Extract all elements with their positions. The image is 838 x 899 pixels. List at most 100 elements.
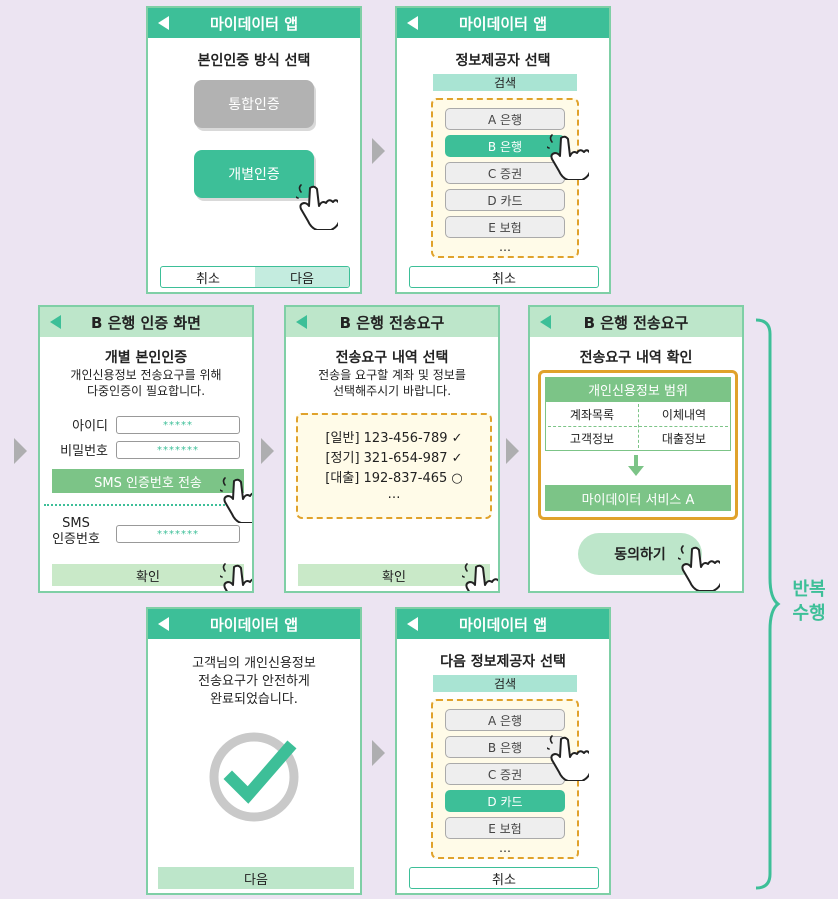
flow-arrow-icon <box>14 438 27 464</box>
complete-message-line: 완료되었습니다. <box>210 692 298 707</box>
pointing-hand-icon <box>547 735 589 781</box>
account-row-checked[interactable]: [일반] 123-456-789 ✓ <box>325 431 463 446</box>
repeat-label-line: 수행 <box>792 603 826 624</box>
screen-next-provider: 마이데이터 앱 다음 정보제공자 선택 검색 A 은행 B 은행 C 증권 D … <box>395 607 611 895</box>
complete-message-line: 전송요구가 안전하게 <box>198 674 310 689</box>
description-line: 선택해주시기 바랍니다. <box>332 384 452 398</box>
password-field[interactable]: ******* <box>116 441 240 459</box>
screen-title: 전송요구 내역 확인 <box>579 350 693 366</box>
description-line: 개인신용정보 전송요구를 위해 <box>70 368 222 382</box>
search-input[interactable]: 검색 <box>433 74 577 91</box>
agree-button[interactable]: 동의하기 <box>578 533 702 575</box>
scope-title: 개인신용정보 범위 <box>545 377 731 401</box>
individual-auth-button[interactable]: 개별인증 <box>194 150 314 198</box>
account-row-unchecked[interactable]: [대출] 192-837-465 ○ <box>325 471 463 486</box>
header-title: B 은행 전송요구 <box>339 313 445 332</box>
header-title: 마이데이터 앱 <box>458 14 548 33</box>
more-indicator: … <box>387 487 401 502</box>
bank-header: B 은행 전송요구 <box>530 307 742 337</box>
individual-auth-label: 개별인증 <box>228 167 280 183</box>
app-header: 마이데이터 앱 <box>148 8 360 38</box>
more-indicator: … <box>499 841 511 855</box>
scope-grid: 계좌목록 이체내역 고객정보 대출정보 <box>545 401 731 451</box>
bank-header: B 은행 전송요구 <box>286 307 498 337</box>
back-icon[interactable] <box>158 617 169 631</box>
provider-item[interactable]: A 은행 <box>445 108 565 130</box>
screen-complete: 마이데이터 앱 고객님의 개인신용정보 전송요구가 안전하게 완료되었습니다. … <box>146 607 362 895</box>
bottom-button-group: 취소 다음 <box>160 266 350 288</box>
scope-cell: 계좌목록 <box>569 407 615 422</box>
provider-item[interactable]: C 증권 <box>445 162 565 184</box>
app-header: 마이데이터 앱 <box>397 609 609 639</box>
screen-auth-method: 마이데이터 앱 본인인증 방식 선택 통합인증 개별인증 취소 다음 <box>146 6 362 294</box>
back-icon[interactable] <box>407 16 418 30</box>
account-row-checked[interactable]: [정기] 321-654-987 ✓ <box>325 451 463 466</box>
scope-cell: 대출정보 <box>661 431 707 446</box>
confirm-button[interactable]: 확인 <box>298 564 490 586</box>
down-arrow-head-icon <box>628 466 644 476</box>
cancel-button[interactable]: 취소 <box>409 867 599 889</box>
bank-header: B 은행 인증 화면 <box>40 307 252 337</box>
description-line: 전송을 요구할 계좌 및 정보를 <box>318 368 466 382</box>
id-label: 아이디 <box>72 419 108 434</box>
password-label: 비밀번호 <box>60 444 108 459</box>
integrated-auth-button[interactable]: 통합인증 <box>194 80 314 128</box>
flow-arrow-icon <box>261 438 274 464</box>
sms-label-line: 인증번호 <box>52 532 100 547</box>
provider-item-selected[interactable]: D 카드 <box>445 790 565 812</box>
id-field[interactable]: ***** <box>116 416 240 434</box>
sms-code-field[interactable]: ******* <box>116 525 240 543</box>
back-icon[interactable] <box>158 16 169 30</box>
complete-message-line: 고객님의 개인신용정보 <box>192 656 316 671</box>
screen-title: 다음 정보제공자 선택 <box>440 654 566 670</box>
scope-cell: 이체내역 <box>661 407 707 422</box>
screen-transfer-select: B 은행 전송요구 전송요구 내역 선택 전송을 요구할 계좌 및 정보를 선택… <box>284 305 500 593</box>
header-title: B 은행 인증 화면 <box>91 313 201 332</box>
pointing-hand-icon <box>678 545 720 591</box>
provider-item[interactable]: E 보험 <box>445 817 565 839</box>
integrated-auth-label: 통합인증 <box>228 97 280 113</box>
header-title: 마이데이터 앱 <box>209 615 299 634</box>
back-icon[interactable] <box>540 315 551 329</box>
back-icon[interactable] <box>407 617 418 631</box>
pointing-hand-icon <box>462 563 498 591</box>
next-button[interactable]: 다음 <box>158 867 354 889</box>
back-icon[interactable] <box>50 315 61 329</box>
cancel-button[interactable]: 취소 <box>409 266 599 288</box>
pointing-hand-icon <box>547 134 589 180</box>
screen-title: 정보제공자 선택 <box>455 53 551 69</box>
sms-label-line: SMS <box>62 516 90 531</box>
pointing-hand-icon <box>296 184 338 230</box>
provider-list: A 은행 B 은행 C 증권 D 카드 E 보험 … <box>431 98 579 258</box>
scope-cell: 고객정보 <box>569 431 615 446</box>
provider-item[interactable]: C 증권 <box>445 763 565 785</box>
header-title: 마이데이터 앱 <box>209 14 299 33</box>
agree-label: 동의하기 <box>614 547 666 563</box>
header-title: 마이데이터 앱 <box>458 615 548 634</box>
pointing-hand-icon <box>220 563 252 591</box>
sms-send-button[interactable]: SMS 인증번호 전송 <box>52 469 244 493</box>
provider-item[interactable]: A 은행 <box>445 709 565 731</box>
provider-item[interactable]: E 보험 <box>445 216 565 238</box>
repeat-bracket-icon <box>755 318 781 890</box>
header-title: B 은행 전송요구 <box>583 313 689 332</box>
cancel-button[interactable]: 취소 <box>196 271 220 287</box>
screen-provider-select: 마이데이터 앱 정보제공자 선택 검색 A 은행 B 은행 C 증권 D 카드 … <box>395 6 611 294</box>
search-input[interactable]: 검색 <box>433 675 577 692</box>
check-circle-icon <box>209 732 299 822</box>
screen-title: 전송요구 내역 선택 <box>335 350 449 366</box>
next-button[interactable]: 다음 <box>255 267 349 287</box>
account-list: [일반] 123-456-789 ✓ [정기] 321-654-987 ✓ [대… <box>296 413 492 519</box>
confirm-button[interactable]: 확인 <box>52 564 244 586</box>
scope-box: 개인신용정보 범위 계좌목록 이체내역 고객정보 대출정보 마이데이터 서비스 … <box>538 370 738 520</box>
flow-arrow-icon <box>372 138 385 164</box>
provider-item-selected[interactable]: B 은행 <box>445 135 565 157</box>
grid-divider <box>548 426 728 427</box>
flow-arrow-icon <box>506 438 519 464</box>
provider-item[interactable]: D 카드 <box>445 189 565 211</box>
back-icon[interactable] <box>296 315 307 329</box>
app-header: 마이데이터 앱 <box>397 8 609 38</box>
app-header: 마이데이터 앱 <box>148 609 360 639</box>
provider-item[interactable]: B 은행 <box>445 736 565 758</box>
screen-transfer-confirm: B 은행 전송요구 전송요구 내역 확인 개인신용정보 범위 계좌목록 이체내역… <box>528 305 744 593</box>
